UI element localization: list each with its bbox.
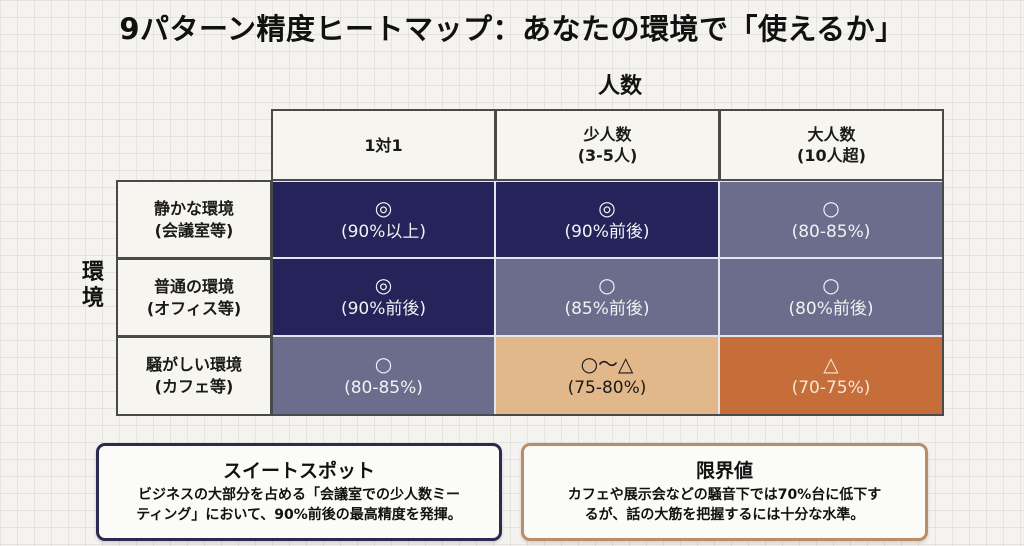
callout-text-line-1: ビジネスの大部分を占める「会議室での少人数ミー (138, 487, 460, 503)
accuracy-value: (90%前後) (340, 299, 427, 319)
callout-text-line-2: ティング」において、90%前後の最高精度を発揮。 (136, 507, 462, 523)
rating-symbol: ○ (598, 273, 616, 297)
accuracy-value: (75-80%) (567, 377, 647, 398)
accuracy-value: (90%以上) (340, 221, 427, 242)
row-header-label: 騒がしい環境 (145, 355, 242, 374)
rating-symbol: △ (823, 351, 839, 376)
callout-text-line-1: カフェや展示会などの騒音下では70%台に低下す (567, 487, 882, 503)
page-title: 9パターン精度ヒートマップ：あなたの環境で「使えるか」 (119, 12, 905, 46)
callout-title: スイートスポット (222, 460, 375, 482)
heatmap-cell-normal-one-on-one: ◎ (90%前後) (272, 258, 495, 336)
row-header-sub: (会議室等) (154, 220, 234, 240)
heatmap-cell-noisy-one-on-one: ○ (80-85%) (272, 336, 495, 415)
row-header-quiet: 静かな環境 (会議室等) (116, 180, 272, 259)
rating-symbol: ◎ (374, 273, 393, 297)
heatmap-cell-quiet-one-on-one: ◎ (90%以上) (272, 181, 495, 258)
row-header-label: 静かな環境 (153, 198, 234, 218)
row-header-sub: (オフィス等) (146, 298, 242, 318)
heatmap-cell-normal-small-group: ○ (85%前後) (495, 258, 719, 336)
accuracy-value: (80-85%) (344, 377, 423, 398)
column-header-sub: (10人超) (797, 146, 866, 165)
accuracy-value: (80-85%) (791, 221, 871, 242)
column-header-small-group: 少人数 (3-5人) (495, 109, 720, 181)
row-header-label: 普通の環境 (153, 276, 234, 296)
sweet-spot-callout: スイートスポット ビジネスの大部分を占める「会議室での少人数ミー ティング」にお… (96, 443, 502, 541)
column-header-label: 少人数 (583, 125, 632, 144)
row-header-noisy: 騒がしい環境 (カフェ等) (116, 336, 272, 416)
rating-symbol: ◎ (598, 195, 616, 220)
rating-symbol: ◎ (374, 195, 393, 220)
column-header-label: 大人数 (807, 125, 856, 144)
row-axis-label: 環 境 (78, 260, 108, 312)
callout-text-line-2: るが、話の大筋を把握するには十分な水準。 (584, 507, 865, 523)
accuracy-value: (80%前後) (788, 299, 874, 319)
column-axis-label: 人数 (597, 74, 642, 99)
accuracy-value: (70-75%) (791, 377, 871, 398)
column-header-sub: (3-5人) (577, 146, 638, 165)
rating-symbol: ○ (822, 195, 840, 220)
callout-title: 限界値 (695, 460, 753, 482)
row-header-sub: (カフェ等) (154, 377, 234, 396)
accuracy-value: (90%前後) (564, 221, 650, 242)
heatmap-cell-quiet-large-group: ○ (80-85%) (719, 181, 943, 258)
limit-callout: 限界値 カフェや展示会などの騒音下では70%台に低下す るが、話の大筋を把握する… (521, 443, 928, 541)
rating-symbol: ○ (374, 351, 393, 376)
heatmap-cell-normal-large-group: ○ (80%前後) (719, 258, 943, 336)
row-axis-char-2: 境 (81, 286, 104, 311)
column-header-one-on-one: 1対1 (271, 109, 496, 181)
heatmap-cell-noisy-small-group: ○〜△ (75-80%) (495, 336, 719, 415)
row-axis-char-1: 環 (81, 260, 104, 285)
row-header-normal: 普通の環境 (オフィス等) (116, 258, 272, 337)
column-header-label: 1対1 (364, 135, 403, 155)
column-header-large-group: 大人数 (10人超) (719, 109, 944, 181)
rating-symbol: ○〜△ (580, 351, 634, 376)
accuracy-value: (85%前後) (564, 299, 650, 319)
heatmap-cell-noisy-large-group: △ (70-75%) (719, 336, 943, 415)
heatmap-cell-quiet-small-group: ◎ (90%前後) (495, 181, 719, 258)
rating-symbol: ○ (822, 273, 840, 297)
